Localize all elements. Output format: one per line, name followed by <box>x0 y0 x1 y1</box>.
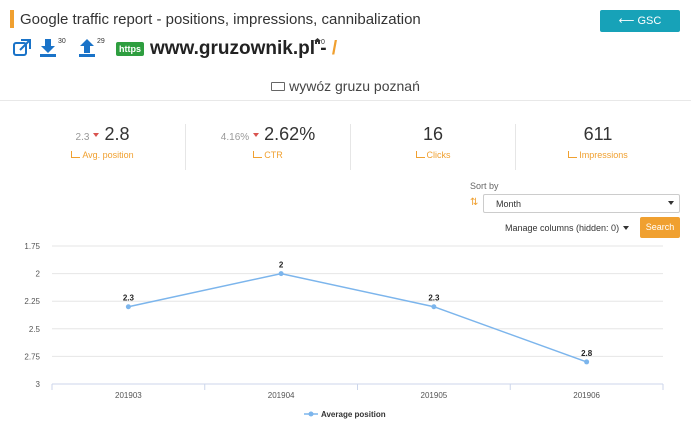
stat-value: 611 <box>583 124 613 144</box>
header-divider <box>0 100 691 101</box>
title-accent-bar <box>10 10 14 28</box>
upload-count: 29 <box>97 38 105 45</box>
y-tick-label: 1.75 <box>24 242 40 251</box>
keyword-heading: wywóz gruzu poznań <box>0 78 691 94</box>
download-count: 30 <box>58 38 66 45</box>
sort-order-icon[interactable]: ⇅ <box>470 197 479 208</box>
domain-separator: - <box>315 38 332 59</box>
external-link-icon[interactable] <box>12 38 32 58</box>
legend-item: Average position <box>321 410 386 419</box>
sort-selected-value: Month <box>496 199 522 209</box>
data-point <box>125 304 131 310</box>
page-title: Google traffic report - positions, impre… <box>20 11 421 28</box>
legend-marker <box>308 411 314 417</box>
data-point <box>431 304 437 310</box>
chevron-down-icon <box>668 201 674 205</box>
stat-impressions: 611 Impressions <box>515 124 680 170</box>
gsc-analyzer-button[interactable]: ⟵ GSC Analyzer <box>600 10 680 49</box>
trend-down-icon <box>253 133 260 137</box>
y-tick-label: 2 <box>36 270 41 279</box>
y-tick-label: 2.25 <box>24 297 40 306</box>
data-point <box>584 359 590 365</box>
home-count-value: 0 <box>321 39 325 46</box>
stat-value: 2.8 <box>104 124 130 144</box>
download-icon[interactable] <box>39 38 57 58</box>
series-line <box>128 272 587 363</box>
stat-ctr: 4.16% 2.62% CTR <box>185 124 350 170</box>
stat-label: Clicks <box>351 150 515 160</box>
trend-down-icon <box>93 133 100 137</box>
x-tick-label: 201905 <box>421 391 448 400</box>
home-icon <box>314 38 321 44</box>
x-tick-label: 201906 <box>573 391 600 400</box>
domain-path: / <box>331 38 338 59</box>
stat-clicks: 16 Clicks <box>350 124 515 170</box>
sort-select[interactable]: Month <box>483 194 680 213</box>
chart-line-icon <box>71 151 81 158</box>
home-count: 0 <box>314 38 325 46</box>
chart-line-icon <box>253 151 263 158</box>
x-tick-label: 201904 <box>268 391 295 400</box>
search-button[interactable]: Search <box>640 217 680 238</box>
https-badge: https <box>116 42 144 56</box>
stat-label-text: Impressions <box>579 150 628 160</box>
stat-prev-value: 2.3 <box>75 132 90 143</box>
y-tick-label: 2.5 <box>29 325 41 334</box>
x-tick-label: 201903 <box>115 391 142 400</box>
data-label: 2 <box>279 261 284 270</box>
stat-value: 16 <box>422 124 444 144</box>
stat-value: 2.62% <box>264 124 316 144</box>
position-chart: 1.75 2 2.25 2.5 2.75 3 201903 201904 201905 20190… <box>24 242 664 419</box>
stat-label-text: Avg. position <box>82 150 134 160</box>
y-tick-label: 3 <box>36 380 41 389</box>
domain-name[interactable]: www.gruzownik.pl - / <box>150 38 337 60</box>
data-label: 2.3 <box>428 294 440 303</box>
data-label: 2.8 <box>581 349 593 358</box>
stat-label-text: CTR <box>264 150 283 160</box>
sort-by-label: Sort by <box>470 181 499 191</box>
keyword-text: wywóz gruzu poznań <box>289 78 420 94</box>
stat-avg-position: 2.3 2.8 Avg. position <box>20 124 185 170</box>
report-header: Google traffic report - positions, impre… <box>0 0 691 100</box>
stat-label: CTR <box>186 150 350 160</box>
stat-label: Avg. position <box>20 150 185 160</box>
y-tick-label: 2.75 <box>24 352 40 361</box>
stats-row: 2.3 2.8 Avg. position 4.16% 2.62% CTR 16 C… <box>20 124 680 170</box>
stat-prev-value: 4.16% <box>220 132 250 143</box>
data-label: 2.3 <box>123 294 135 303</box>
keyboard-icon <box>271 82 286 91</box>
upload-icon[interactable] <box>78 38 96 58</box>
stat-label: Impressions <box>516 150 680 160</box>
domain-text: www.gruzownik.pl <box>150 38 316 59</box>
caret-down-icon <box>623 226 630 230</box>
manage-columns-dropdown[interactable]: Manage columns (hidden: 0) <box>505 219 635 237</box>
manage-columns-label: Manage columns (hidden: 0) <box>505 223 620 233</box>
data-point <box>278 271 284 277</box>
stat-label-text: Clicks <box>426 150 451 160</box>
chart-line-icon <box>415 151 425 158</box>
chart-line-icon <box>568 151 578 158</box>
